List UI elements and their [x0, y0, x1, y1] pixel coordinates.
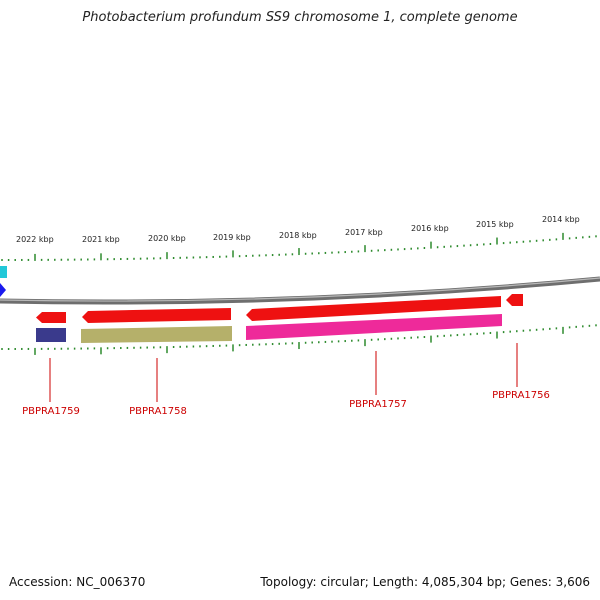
scale-label: 2020 kbp: [148, 234, 186, 243]
cds-feature-pbpra1759[interactable]: [36, 328, 66, 342]
genome-backbone: [0, 276, 600, 305]
scale-label: 2014 kbp: [542, 215, 580, 224]
gene-label-pbpra1759[interactable]: PBPRA1759: [22, 406, 80, 417]
cds-feature-pbpra1757[interactable]: [246, 314, 502, 340]
scale-label: 2015 kbp: [476, 220, 514, 229]
gene-labels: PBPRA1759 PBPRA1758 PBPRA1757 PBPRA1756: [22, 390, 550, 417]
neighbor-feature-blue: [0, 283, 6, 297]
scale-label: 2017 kbp: [345, 228, 383, 237]
gene-label-pbpra1756[interactable]: PBPRA1756: [492, 390, 550, 401]
accession-text: Accession: NC_006370: [9, 575, 146, 589]
gene-label-pbpra1758[interactable]: PBPRA1758: [129, 406, 187, 417]
gene-feature-pbpra1759[interactable]: [36, 312, 66, 323]
map-title: Photobacterium profundum SS9 chromosome …: [82, 10, 518, 25]
top-scale-ticks: [1, 232, 597, 261]
cds-features: [36, 314, 502, 343]
scale-label: 2016 kbp: [411, 224, 449, 233]
scale-label: 2021 kbp: [82, 235, 120, 244]
gene-feature-pbpra1757[interactable]: [246, 296, 501, 321]
label-leaders: [49, 343, 518, 402]
gene-feature-pbpra1756[interactable]: [506, 294, 523, 306]
genome-backbone-highlight: [0, 277, 600, 302]
gene-features: [36, 294, 523, 323]
cds-feature-pbpra1758[interactable]: [81, 326, 232, 343]
topology-text: Topology: circular; Length: 4,085,304 bp…: [260, 575, 590, 589]
bottom-scale-ticks: [1, 324, 597, 355]
scale-label: 2018 kbp: [279, 231, 317, 240]
scale-label: 2019 kbp: [213, 233, 251, 242]
scale-label: 2022 kbp: [16, 235, 54, 244]
gene-feature-pbpra1758[interactable]: [82, 308, 231, 323]
neighbor-feature-cyan: [0, 266, 7, 278]
gene-label-pbpra1757[interactable]: PBPRA1757: [349, 399, 407, 410]
scale-labels: 2022 kbp 2021 kbp 2020 kbp 2019 kbp 2018…: [16, 215, 580, 244]
